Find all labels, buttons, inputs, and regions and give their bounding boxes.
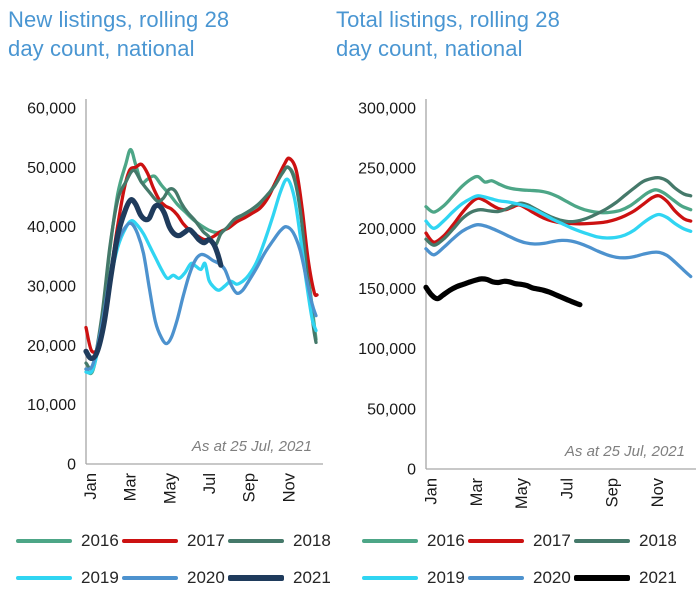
- y-tick-label: 0: [67, 457, 76, 474]
- x-tick-label: Jan: [423, 478, 441, 505]
- legend-item-2020: 2020: [468, 568, 574, 588]
- legend-label-2018: 2018: [293, 531, 331, 550]
- x-tick-label: Jul: [558, 478, 576, 499]
- legend-item-2018: 2018: [574, 531, 686, 551]
- legend-item-2019: 2019: [16, 568, 122, 588]
- series-line-2016: [84, 147, 318, 376]
- series-line-2021: [423, 276, 583, 308]
- y-tick-label: 20,000: [27, 338, 76, 355]
- legend-label-2021: 2021: [293, 568, 331, 587]
- legend-label-2016: 2016: [427, 531, 465, 550]
- x-tick-label: Jan: [82, 473, 100, 500]
- legend-label-2020: 2020: [187, 568, 225, 587]
- legend-swatch-2019: [362, 576, 418, 580]
- y-tick-label: 150,000: [358, 281, 416, 298]
- legend-swatch-2018: [228, 539, 284, 543]
- y-tick-label: 50,000: [27, 160, 76, 177]
- x-tick-label: Nov: [280, 472, 298, 502]
- legend-item-2017: 2017: [468, 531, 574, 551]
- total-listings-line-chart: 0 50,000 100,000 150,000 200,000 250,000 300,0…: [358, 99, 696, 509]
- legend-item-2021: 2021: [574, 568, 686, 588]
- legend-label-2021: 2021: [639, 568, 677, 587]
- legend-item-2017: 2017: [122, 531, 228, 551]
- series-line-2021: [83, 197, 224, 362]
- legend-swatch-2017: [122, 539, 178, 543]
- legend-total-listings: 2016 2017 2018 2019 2020 2021: [362, 531, 686, 588]
- y-tick-label: 10,000: [27, 397, 76, 414]
- new-listings-line-chart: 0 10,000 20,000 30,000 40,000 50,000 60,000 Jan…: [27, 99, 323, 504]
- legend-label-2017: 2017: [533, 531, 571, 550]
- legend-swatch-2017: [468, 539, 524, 543]
- y-tick-label: 200,000: [358, 221, 416, 238]
- legend-swatch-2020: [122, 576, 178, 580]
- x-tick-label: Mar: [468, 478, 486, 507]
- legend-swatch-2020: [468, 576, 524, 580]
- legend-item-2020: 2020: [122, 568, 228, 588]
- y-tick-label: 60,000: [27, 101, 76, 118]
- legend-label-2020: 2020: [533, 568, 571, 587]
- y-tick-label: 30,000: [27, 279, 76, 296]
- y-tick-label: 100,000: [358, 341, 416, 358]
- chart-title-new-listings: New listings, rolling 28 day count, nati…: [8, 7, 230, 61]
- x-tick-label: Sep: [604, 478, 622, 507]
- x-tick-label: Nov: [649, 477, 667, 507]
- as-at-annotation: As at 25 Jul, 2021: [564, 443, 685, 460]
- legend-label-2016: 2016: [81, 531, 119, 550]
- x-tick-label: Sep: [241, 473, 259, 502]
- x-tick-label: May: [513, 477, 531, 509]
- legend-item-2018: 2018: [228, 531, 340, 551]
- y-tick-label: 40,000: [27, 219, 76, 236]
- series-line-2019: [84, 177, 318, 375]
- y-tick-label: 50,000: [367, 401, 416, 418]
- chart-title-total-listings: Total listings, rolling 28 day count, na…: [336, 7, 560, 61]
- legend-swatch-2016: [16, 539, 72, 543]
- legend-swatch-2021: [228, 575, 284, 581]
- legend-swatch-2018: [574, 539, 630, 543]
- series-line-2020: [424, 223, 693, 279]
- legend-item-2016: 2016: [362, 531, 468, 551]
- legend-swatch-2016: [362, 539, 418, 543]
- legend-label-2018: 2018: [639, 531, 677, 550]
- y-tick-label: 300,000: [358, 101, 416, 118]
- y-tick-label: 250,000: [358, 161, 416, 178]
- legend-label-2017: 2017: [187, 531, 225, 550]
- series-line-2019: [424, 194, 693, 240]
- legend-item-2016: 2016: [16, 531, 122, 551]
- series-line-2016: [424, 174, 693, 215]
- legend-swatch-2019: [16, 576, 72, 580]
- legend-new-listings: 2016 2017 2018 2019 2020 2021: [16, 531, 340, 588]
- series-line-2020: [84, 221, 318, 371]
- legend-item-2021: 2021: [228, 568, 340, 588]
- legend-label-2019: 2019: [427, 568, 465, 587]
- series-line-2018: [424, 175, 693, 247]
- x-tick-label: May: [161, 472, 179, 504]
- legend-swatch-2021: [574, 575, 630, 581]
- y-tick-label: 0: [407, 462, 416, 479]
- as-at-annotation: As at 25 Jul, 2021: [191, 438, 312, 455]
- x-tick-label: Jul: [201, 473, 219, 494]
- x-tick-label: Mar: [122, 473, 140, 502]
- series-line-2018: [84, 165, 318, 371]
- legend-label-2019: 2019: [81, 568, 119, 587]
- legend-item-2019: 2019: [362, 568, 468, 588]
